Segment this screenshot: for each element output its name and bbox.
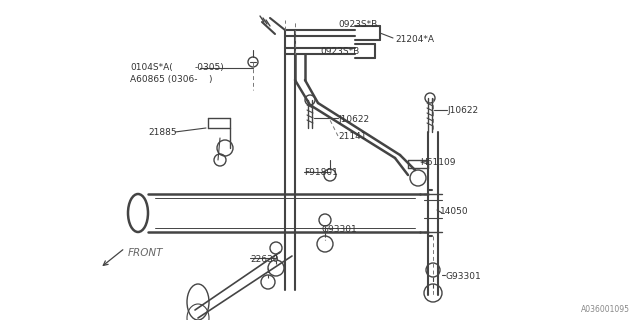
Text: J10622: J10622 [447,106,478,115]
Text: 21141: 21141 [338,132,367,141]
Text: J10622: J10622 [338,115,369,124]
Text: 0923S*B: 0923S*B [320,47,359,56]
Text: G93301: G93301 [445,272,481,281]
Text: -0305): -0305) [195,63,225,72]
Text: 14050: 14050 [440,207,468,216]
Text: ): ) [208,75,211,84]
Text: A60865 (0306-: A60865 (0306- [130,75,198,84]
Text: A036001095: A036001095 [581,305,630,314]
Text: F91801: F91801 [304,168,338,177]
Text: FRONT: FRONT [128,248,163,258]
Text: 22630: 22630 [250,255,278,264]
Text: 21885: 21885 [148,128,177,137]
Text: H61109: H61109 [420,158,456,167]
Text: 0104S*A(: 0104S*A( [130,63,173,72]
Text: 0923S*B: 0923S*B [338,20,377,29]
Text: 21204*A: 21204*A [395,35,434,44]
Text: G93301: G93301 [322,225,358,234]
